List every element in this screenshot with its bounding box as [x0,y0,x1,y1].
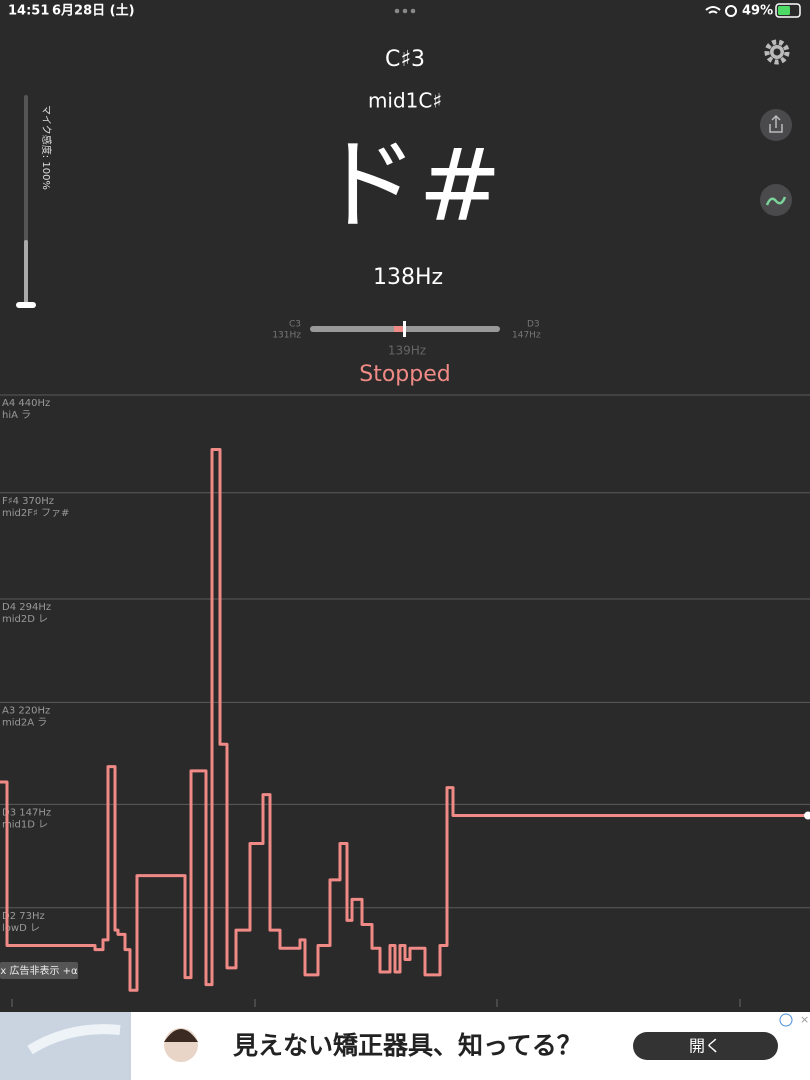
solfege: ド# [318,126,502,243]
frequency: 138Hz [373,265,443,290]
tuner-needle [403,321,406,337]
battery-text: 49% [742,4,773,19]
y-tick-name: lowD レ [2,923,40,934]
ad-info-icon[interactable] [779,1013,793,1027]
ad-remove-text: x 広告非表示 +α [0,964,78,977]
y-tick-label: F♯4 370Hz [2,496,54,507]
lock-icon [725,5,737,17]
note-name: C♯3 [385,47,425,72]
y-tick-label: D2 73Hz [2,911,45,922]
y-tick-name: mid1D レ [2,819,48,830]
y-tick-label: D4 294Hz [2,602,51,613]
graph-toggle[interactable] [760,184,792,216]
tuner-right-hz: 147Hz [512,331,541,341]
y-tick-label: D3 147Hz [2,807,51,818]
ad-text: 見えない矯正器具、知ってる？ [233,1031,582,1060]
battery-level [778,6,790,15]
ad-open-text: 開く [689,1037,721,1056]
y-tick-label: A4 440Hz [2,398,50,409]
ad-hair [164,1029,198,1042]
y-tick-name: mid2A ラ [2,716,47,728]
share-button[interactable] [760,109,792,141]
ad-image [0,1012,131,1080]
time-ticks [11,999,741,1007]
battery-icon [775,3,801,18]
mic-label: マイク感度: 100% [40,105,53,190]
y-tick-name: mid2F♯ ファ# [2,508,69,519]
y-tick-label: A3 220Hz [2,705,50,716]
wifi-icon [705,6,721,14]
ad-image-shape [27,1024,121,1055]
pitch-line [0,447,808,992]
status-time: 14:51 [8,4,49,19]
y-tick-name: mid2D レ [2,614,48,625]
mic-slider-fill [24,240,28,307]
settings-icon[interactable] [764,39,790,65]
multitask-dots[interactable] [394,8,416,14]
tuner-left-hz: 131Hz [272,331,301,341]
current-point [804,811,810,820]
tuner-center-hz: 139Hz [388,344,426,358]
ad-remove-button[interactable] [0,962,78,979]
mic-slider-knob[interactable] [16,302,36,308]
ad-close-icon[interactable]: × [800,1013,809,1026]
status-date: 6月28日 (土) [52,3,135,19]
y-tick-name: hiA ラ [2,409,31,421]
tuner-offset [394,326,405,332]
tuner-left-note: C3 [289,320,301,330]
status[interactable]: Stopped [359,362,450,387]
range-name: mid1C♯ [368,89,442,113]
ad-open-button[interactable] [633,1032,778,1060]
tuner-right-note: D3 [527,320,540,330]
